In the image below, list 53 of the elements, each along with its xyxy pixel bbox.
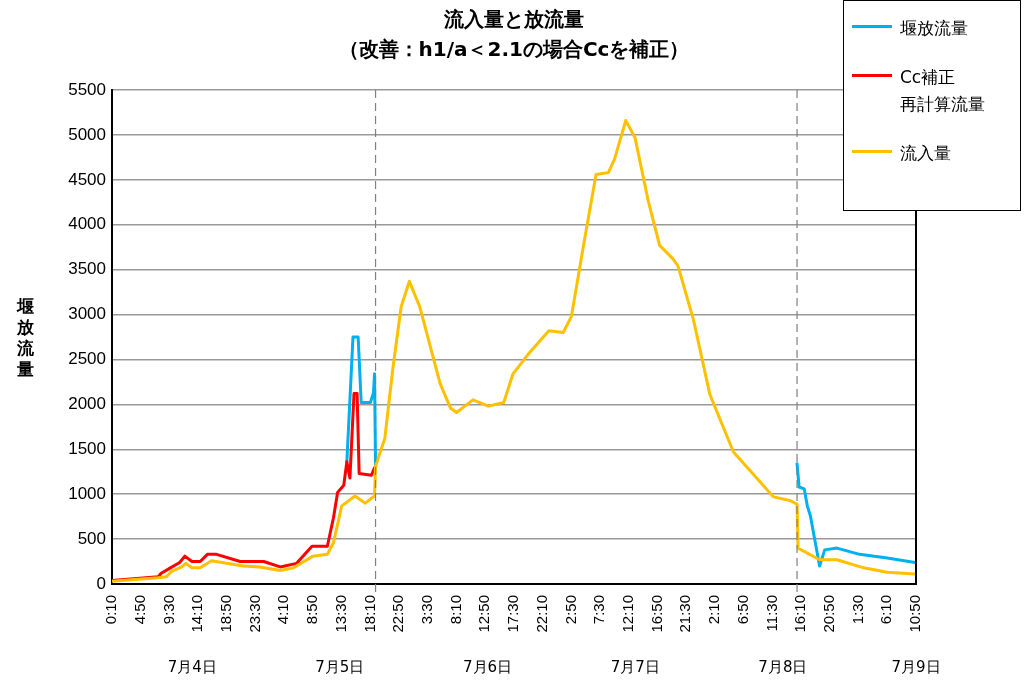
x-tick-label: 10:50 xyxy=(906,595,924,633)
chart-subtitle: （改善：h1/a＜2.1の場合Ccを補正） xyxy=(338,37,690,61)
x-tick-label: 4:50 xyxy=(130,595,148,625)
x-tick-label: 8:10 xyxy=(446,595,464,625)
x-tick-label: 20:50 xyxy=(820,595,837,633)
x-tick-label: 16:10 xyxy=(791,595,809,633)
y-tick-label: 2000 xyxy=(68,394,106,414)
text: 7月6日 xyxy=(462,657,513,676)
x-tick-label: 23:30 xyxy=(245,595,263,633)
text: 7月8日 xyxy=(758,657,808,676)
legend-label: Cc補正再計算流量 xyxy=(900,66,985,116)
x-tick-label: 22:50 xyxy=(389,595,407,633)
x-tick-label: 0:10 xyxy=(102,595,120,625)
x-tick-label: 6:10 xyxy=(877,595,895,625)
x-tick-label: 18:50 xyxy=(217,595,234,633)
x-tick-label: 1:30 xyxy=(848,595,866,625)
x-tick-label: 13:30 xyxy=(331,595,349,633)
y-tick-label: 5500 xyxy=(68,79,106,99)
y-tick-label: 4500 xyxy=(68,169,106,189)
y-tick-label: 500 xyxy=(77,528,106,548)
text: 7月7日 xyxy=(610,657,660,676)
x-tick-label: 2:50 xyxy=(561,595,579,625)
x-tick-label: 11:30 xyxy=(762,595,780,632)
x-tick-label: 21:30 xyxy=(676,595,694,633)
x-tick-label: 6:50 xyxy=(733,595,751,625)
x-tick-label: 2:10 xyxy=(705,595,723,625)
x-tick-label: 12:10 xyxy=(619,595,636,633)
y-tick-label: 2500 xyxy=(68,349,106,369)
x-tick-label: 16:50 xyxy=(647,595,665,633)
chart-title: 流入量と放流量 xyxy=(444,7,584,31)
text: 7月5日 xyxy=(315,657,365,676)
x-tick-label: 3:30 xyxy=(418,595,435,625)
legend-label: 流入量 xyxy=(900,142,951,165)
x-tick-label: 4:10 xyxy=(274,595,292,625)
y-tick-label: 5000 xyxy=(68,124,106,144)
x-tick-label: 17:30 xyxy=(504,595,522,633)
text: 7月4日 xyxy=(167,657,217,676)
y-axis-title: 堰放流量 xyxy=(15,296,35,380)
x-tick-label: 12:50 xyxy=(475,595,493,633)
y-tick-label: 1500 xyxy=(68,438,106,458)
x-tick-label: 22:10 xyxy=(532,595,550,633)
x-tick-label: 7:30 xyxy=(590,595,608,625)
text: 7月9日 xyxy=(891,657,941,676)
y-tick-label: 4000 xyxy=(68,214,106,234)
x-tick-label: 18:10 xyxy=(360,595,378,633)
x-tick-label: 9:30 xyxy=(159,595,177,625)
y-tick-label: 3000 xyxy=(68,304,106,324)
x-tick-label: 8:50 xyxy=(303,595,321,625)
legend-label: 堰放流量 xyxy=(900,17,968,40)
y-tick-label: 0 xyxy=(96,573,106,593)
y-tick-label: 3500 xyxy=(68,259,106,279)
y-tick-label: 1000 xyxy=(68,483,106,503)
x-tick-label: 14:10 xyxy=(188,595,206,633)
